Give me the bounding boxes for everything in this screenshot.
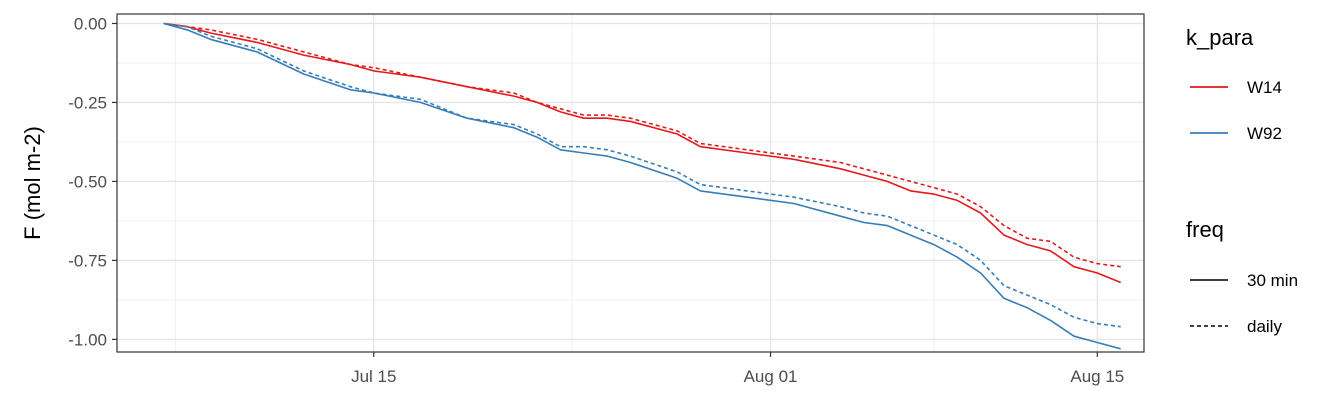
x-tick-label: Aug 15 [1070,367,1124,386]
x-tick-label: Jul 15 [351,367,396,386]
series-line-w92-30min [163,22,1121,350]
grid [117,14,1144,352]
legend: k_para W14 W92 freq 30 min daily [1186,25,1298,336]
series-layer [163,22,1122,350]
legend-label-30min: 30 min [1247,271,1298,290]
legend-title-k-para: k_para [1186,25,1254,50]
y-tick-label: -0.75 [68,251,107,270]
panel-border [116,13,1145,353]
y-tick-label: 0.00 [74,14,107,33]
axis-layer: 0.00 -0.25 -0.50 -0.75 -1.00 Jul 15 Aug 01 Aug … [68,14,1124,386]
legend-label-daily: daily [1247,317,1282,336]
series-line-w14-daily [163,22,1121,268]
y-tick-label: -0.50 [68,172,107,191]
legend-title-freq: freq [1186,217,1224,242]
series-line-w14-30min [163,22,1122,284]
series-line-w92-daily [163,22,1121,328]
x-tick-label: Aug 01 [744,367,798,386]
y-tick-label: -0.25 [68,93,107,112]
legend-label-w92: W92 [1247,124,1282,143]
legend-label-w14: W14 [1247,78,1282,97]
y-tick-label: -1.00 [68,330,107,349]
y-axis-label: F (mol m-2) [20,126,45,240]
